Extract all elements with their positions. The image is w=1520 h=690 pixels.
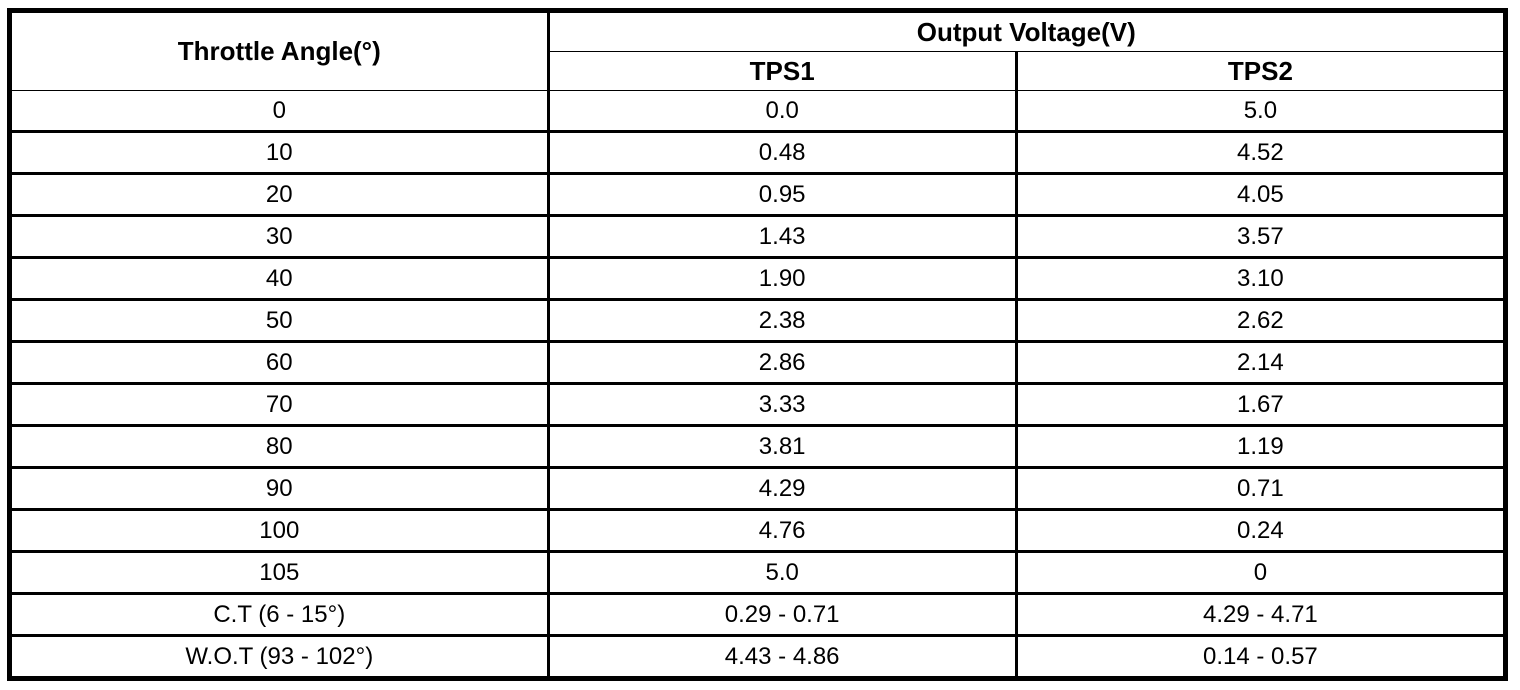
tps2-cell: 3.10 [1014,256,1508,301]
throttle-angle-cell: 70 [8,382,550,427]
table-row: 0 0.0 5.0 [8,90,1508,133]
tps2-cell: 4.52 [1014,130,1508,175]
tps2-cell: 4.29 - 4.71 [1014,592,1508,637]
tps2-cell: 1.67 [1014,382,1508,427]
table-row: 70 3.33 1.67 [8,382,1508,427]
tps2-cell: 0.24 [1014,508,1508,553]
tps2-cell: 5.0 [1014,90,1508,133]
table-row: C.T (6 - 15°) 0.29 - 0.71 4.29 - 4.71 [8,592,1508,637]
tps1-cell: 2.38 [546,298,1018,343]
tps1-cell: 4.29 [546,466,1018,511]
header-row-group: Throttle Angle(°) Output Voltage(V) [8,9,1508,91]
throttle-angle-cell: 50 [8,298,550,343]
throttle-angle-cell: 90 [8,466,550,511]
column-header-throttle-angle: Throttle Angle(°) [8,9,550,91]
tps1-cell: 2.86 [546,340,1018,385]
column-header-tps2: TPS2 [1014,51,1508,91]
table-row: 10 0.48 4.52 [8,130,1508,175]
table-row: 80 3.81 1.19 [8,424,1508,469]
throttle-angle-cell: 60 [8,340,550,385]
table-row: 90 4.29 0.71 [8,466,1508,511]
table-row: 20 0.95 4.05 [8,172,1508,217]
throttle-angle-cell: 20 [8,172,550,217]
tps1-cell: 3.33 [546,382,1018,427]
throttle-angle-cell: 40 [8,256,550,301]
table-row: 40 1.90 3.10 [8,256,1508,301]
tps1-cell: 1.43 [546,214,1018,259]
table-row: 100 4.76 0.24 [8,508,1508,553]
tps1-cell: 4.43 - 4.86 [546,634,1018,680]
throttle-angle-cell: W.O.T (93 - 102°) [8,634,550,680]
table-header: Throttle Angle(°) Output Voltage(V) TPS1… [8,9,1508,91]
throttle-angle-cell: 80 [8,424,550,469]
tps2-cell: 2.62 [1014,298,1508,343]
table-row: 30 1.43 3.57 [8,214,1508,259]
table-row: 50 2.38 2.62 [8,298,1508,343]
throttle-angle-cell: C.T (6 - 15°) [8,592,550,637]
tps1-cell: 0.0 [546,90,1018,133]
tps1-cell: 0.29 - 0.71 [546,592,1018,637]
throttle-position-sensor-table: Throttle Angle(°) Output Voltage(V) TPS1… [7,8,1508,681]
tps2-cell: 1.19 [1014,424,1508,469]
tps1-cell: 0.48 [546,130,1018,175]
table-body: 0 0.0 5.0 10 0.48 4.52 20 0.95 4.05 30 1.43 3.57 40 1… [8,90,1508,680]
tps1-cell: 4.76 [546,508,1018,553]
tps2-cell: 3.57 [1014,214,1508,259]
table-row: W.O.T (93 - 102°) 4.43 - 4.86 0.14 - 0.57 [8,634,1508,680]
tps2-cell: 2.14 [1014,340,1508,385]
tps1-cell: 1.90 [546,256,1018,301]
throttle-angle-cell: 105 [8,550,550,595]
throttle-angle-cell: 100 [8,508,550,553]
tps2-cell: 0 [1014,550,1508,595]
tps1-cell: 5.0 [546,550,1018,595]
tps2-cell: 4.05 [1014,172,1508,217]
throttle-angle-cell: 0 [8,90,550,133]
throttle-angle-cell: 10 [8,130,550,175]
column-header-tps1: TPS1 [546,51,1018,91]
tps2-cell: 0.14 - 0.57 [1014,634,1508,680]
table-row: 60 2.86 2.14 [8,340,1508,385]
throttle-angle-cell: 30 [8,214,550,259]
table-row: 105 5.0 0 [8,550,1508,595]
tps1-cell: 3.81 [546,424,1018,469]
tps2-cell: 0.71 [1014,466,1508,511]
column-group-header-output-voltage: Output Voltage(V) [546,9,1508,52]
tps1-cell: 0.95 [546,172,1018,217]
header-row-sub: TPS1 TPS2 [10,51,1508,91]
